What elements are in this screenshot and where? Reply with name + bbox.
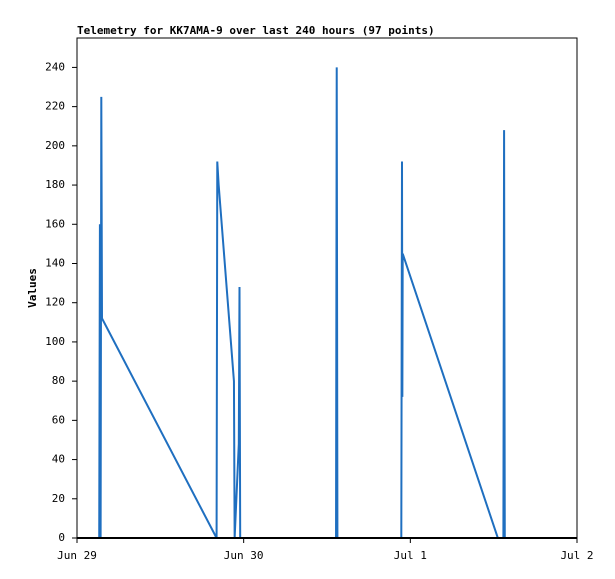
chart-title: Telemetry for KK7AMA-9 over last 240 hou… [77, 24, 435, 37]
y-tick-label: 180 [45, 178, 65, 191]
y-tick-label: 240 [45, 60, 65, 73]
y-axis-label: Values [26, 268, 39, 308]
y-tick-label: 80 [52, 374, 65, 387]
data-line [98, 67, 506, 539]
y-tick-label: 120 [45, 296, 65, 309]
y-tick-label: 40 [52, 453, 65, 466]
y-tick-label: 20 [52, 492, 65, 505]
x-tick-label: Jun 29 [57, 549, 97, 562]
x-tick-label: Jul 2 [560, 549, 593, 562]
x-tick-label: Jun 30 [224, 549, 264, 562]
plot-frame [76, 37, 578, 539]
y-tick-label: 220 [45, 100, 65, 113]
y-tick-label: 100 [45, 335, 65, 348]
y-tick-label: 60 [52, 413, 65, 426]
y-tick-label: 160 [45, 217, 65, 230]
y-tick-label: 200 [45, 139, 65, 152]
y-tick-label: 140 [45, 256, 65, 269]
y-tick-label: 0 [58, 531, 65, 544]
x-tick-label: Jul 1 [394, 549, 427, 562]
